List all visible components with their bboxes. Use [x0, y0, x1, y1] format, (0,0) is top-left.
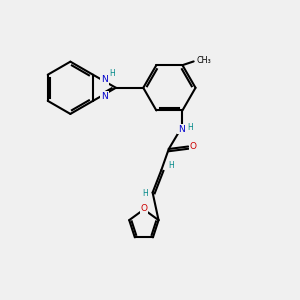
Text: H: H: [168, 161, 174, 170]
Text: H: H: [188, 123, 193, 132]
Text: N: N: [101, 92, 108, 100]
Text: N: N: [178, 124, 184, 134]
Text: N: N: [101, 75, 108, 84]
Text: CH₃: CH₃: [196, 56, 211, 65]
Text: H: H: [110, 69, 115, 78]
Text: O: O: [140, 204, 147, 213]
Text: H: H: [142, 189, 148, 198]
Text: O: O: [190, 142, 197, 151]
